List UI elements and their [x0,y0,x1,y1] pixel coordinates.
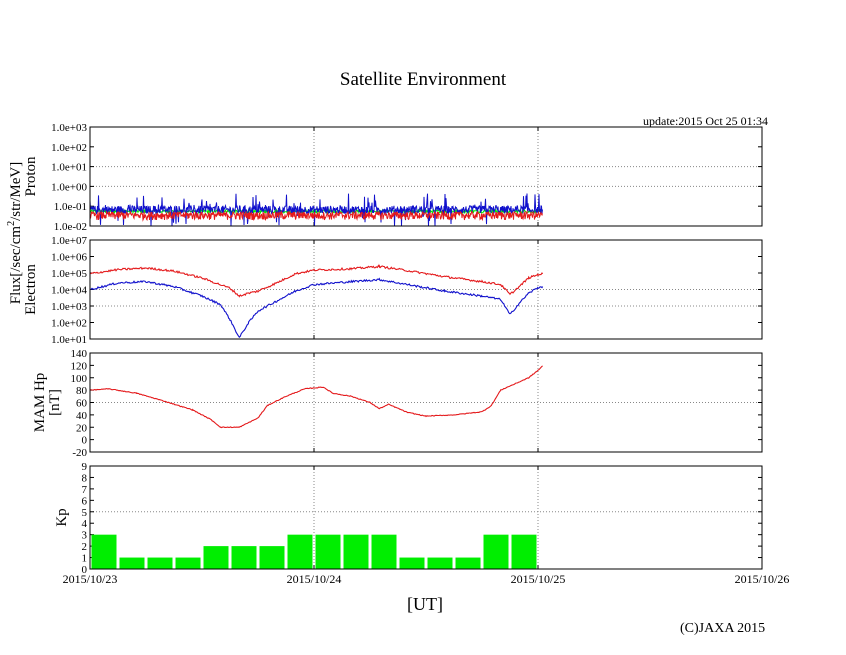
y-tick-label: 100 [71,373,88,385]
y-tick-label: 2 [82,541,88,553]
y-tick-label: 1.0e+01 [51,162,87,174]
y-tick-label: 0 [82,435,88,447]
kp-bar [455,557,481,569]
y-tick-label: 1.0e+07 [51,235,87,247]
y-tick-label: 9 [82,461,88,473]
y-tick-label: 6 [82,495,88,507]
x-tick-label: 2015/10/24 [287,572,342,586]
panel-ylabel: Electron [23,264,39,315]
y-tick-label: 1.0e+04 [51,285,87,297]
panel-ylabel: Kp [54,508,70,526]
copyright-notice: (C)JAXA 2015 [680,621,766,636]
x-axis-label: [UT] [407,594,443,614]
panel-frame [89,126,763,227]
y-tick-label: 5 [82,507,88,519]
kp-bar [511,534,537,569]
kp-bar [203,546,229,569]
kp-bar [343,534,369,569]
y-tick-label: 1.0e+06 [51,252,87,264]
y-tick-label: 60 [76,398,88,410]
flux-label-superscript: 2 [6,221,17,226]
y-tick-label: 40 [76,410,88,422]
y-tick-label: 1.0e+01 [51,334,87,346]
series-red-line [89,365,543,429]
flux-label-part: /str/MeV] [8,162,24,221]
y-tick-label: 80 [76,385,88,397]
kp-bar [483,534,509,569]
proton-series-red [89,209,543,222]
proton-series-blue [89,193,543,227]
panel-ylabel: [nT] [47,389,63,416]
panel-3 [89,352,763,453]
y-tick-label: -20 [72,447,87,459]
chart-title: Satellite Environment [339,69,507,90]
panel-4 [89,465,763,570]
panel-1 [89,126,763,227]
kp-bar [399,557,425,569]
panel-ylabel: MAM Hp [32,373,48,433]
y-tick-label: 1.0e-02 [54,221,87,233]
kp-bar [175,557,201,569]
y-tick-label: 8 [82,472,88,484]
panel-frame [89,239,763,340]
flux-label-part: Flux[/sec/cm [8,226,24,305]
panel-ylabel: Proton [23,156,39,197]
y-tick-label: 1.0e+05 [51,268,87,280]
y-tick-label: 20 [76,422,88,434]
y-tick-label: 1.0e+03 [51,301,87,313]
kp-bar [371,534,397,569]
x-tick-label: 2015/10/26 [735,572,790,586]
kp-bar [119,557,145,569]
panel-2 [89,239,763,340]
kp-bar [231,546,257,569]
series-red-line [89,263,544,298]
x-tick-label: 2015/10/25 [511,572,566,586]
y-tick-label: 1 [82,553,88,565]
y-tick-label: 1.0e+03 [51,122,87,134]
y-tick-label: 0 [82,564,88,576]
x-tick-label: 2015/10/23 [63,572,118,586]
y-tick-label: 1.0e+00 [51,181,87,193]
update-timestamp: update:2015 Oct 25 01:34 [643,114,768,128]
y-tick-label: 3 [82,530,88,542]
y-tick-label: 1.0e+02 [51,142,87,154]
flux-axis-label: Flux[/sec/cm2/str/MeV] [6,162,24,305]
y-tick-label: 4 [82,518,88,530]
y-tick-label: 7 [82,484,88,496]
panel-frame [89,465,763,570]
y-tick-label: 120 [71,360,88,372]
kp-bar [427,557,453,569]
y-tick-label: 1.0e-01 [54,201,87,213]
series-blue-line [89,277,544,339]
kp-bar [315,534,341,569]
kp-bar [287,534,313,569]
y-tick-label: 1.0e+02 [51,318,87,330]
kp-bar [259,546,285,569]
kp-bar [147,557,173,569]
kp-bar [91,534,117,569]
panel-frame [89,352,763,453]
y-tick-label: 140 [71,348,88,360]
